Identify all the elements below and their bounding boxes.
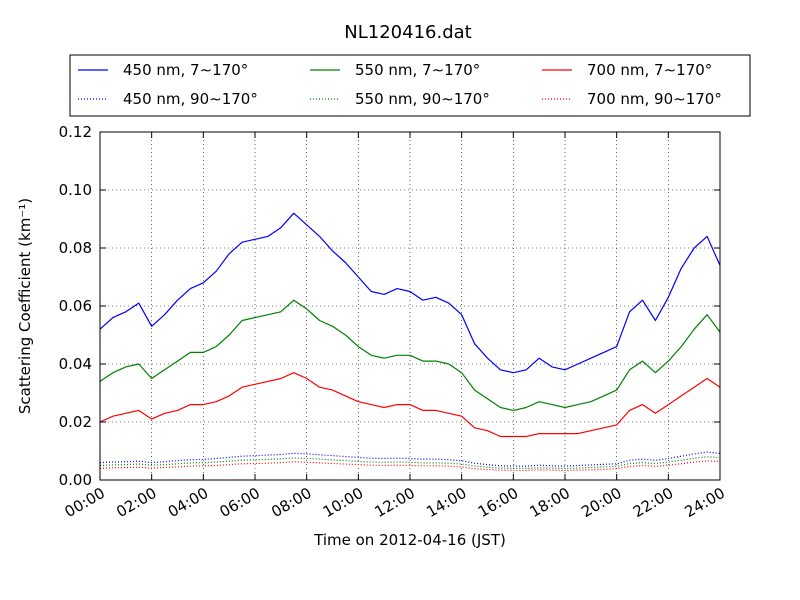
y-tick-labels: 0.00 0.02 0.04 0.06 0.08 0.10 0.12	[59, 123, 92, 489]
series-layer	[99, 212, 721, 472]
y-tick-label: 0.02	[59, 413, 92, 431]
legend-label: 550 nm, 90∼170°	[355, 90, 490, 108]
legend-label: 700 nm, 7∼170°	[587, 61, 712, 79]
legend-box	[69, 54, 751, 117]
legend-label: 450 nm, 7∼170°	[123, 61, 248, 79]
series-line	[99, 299, 721, 411]
y-tick-label: 0.00	[59, 471, 92, 489]
series-line	[99, 372, 721, 438]
y-tick-label: 0.06	[59, 297, 92, 315]
legend-label: 450 nm, 90∼170°	[123, 90, 258, 108]
y-axis-label: Scattering Coefficient (km⁻¹)	[16, 198, 34, 414]
y-tick-label: 0.08	[59, 239, 92, 257]
x-axis-label: Time on 2012-04-16 (JST)	[313, 531, 506, 549]
grid	[100, 132, 720, 480]
y-tick-label: 0.12	[59, 123, 92, 141]
y-tick-label: 0.10	[59, 181, 92, 199]
ticks	[99, 131, 721, 481]
legend-label: 550 nm, 7∼170°	[355, 61, 480, 79]
legend: 450 nm, 7∼170° 550 nm, 7∼170° 700 nm, 7∼17…	[69, 54, 751, 117]
y-tick-label: 0.04	[59, 355, 92, 373]
series-line	[99, 212, 721, 374]
legend-label: 700 nm, 90∼170°	[587, 90, 722, 108]
chart-title: NL120416.dat	[344, 22, 471, 43]
plot-area: 00:00 02:00 04:00 06:00 08:00 10:00 12:00 14:00…	[59, 123, 728, 521]
